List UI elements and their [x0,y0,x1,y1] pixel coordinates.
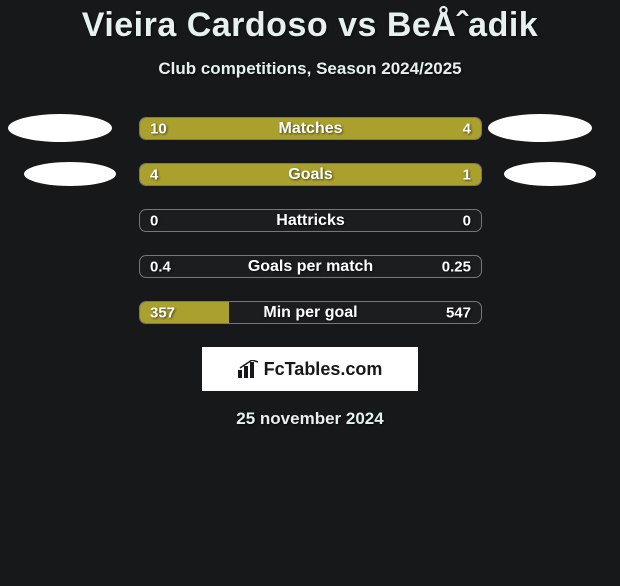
stat-label: Matches [278,120,342,138]
stat-bar: 357 Min per goal 547 [139,301,482,324]
stat-label: Min per goal [263,304,357,322]
player-marker-right [488,114,592,142]
stat-bar: 4 Goals 1 [139,163,482,186]
player-marker-left [24,162,116,186]
stat-label: Hattricks [276,212,344,230]
stat-bar: 10 Matches 4 [139,117,482,140]
stat-value-left: 4 [150,166,158,183]
stat-row: 10 Matches 4 [0,117,620,140]
stat-value-left: 10 [150,120,167,137]
stat-row: 0 Hattricks 0 [0,209,620,232]
player-marker-right [504,162,596,186]
stat-bar: 0 Hattricks 0 [139,209,482,232]
page-title: Vieira Cardoso vs BeÅˆadik [0,6,620,45]
stat-value-right: 1 [463,166,471,183]
bar-left [140,164,404,185]
date-label: 25 november 2024 [0,409,620,429]
stat-value-left: 357 [150,304,175,321]
stat-value-right: 547 [446,304,471,321]
stat-value-left: 0 [150,212,158,229]
chart-icon [238,360,260,378]
player-marker-left [8,114,112,142]
stat-label: Goals per match [248,258,373,276]
stat-value-left: 0.4 [150,258,171,275]
stat-row: 357 Min per goal 547 [0,301,620,324]
stat-value-right: 0.25 [442,258,471,275]
stat-row: 4 Goals 1 [0,163,620,186]
stat-row: 0.4 Goals per match 0.25 [0,255,620,278]
page-subtitle: Club competitions, Season 2024/2025 [0,59,620,79]
stat-bar: 0.4 Goals per match 0.25 [139,255,482,278]
logo-text: FcTables.com [264,359,383,380]
stat-label: Goals [288,166,332,184]
logo-box: FcTables.com [202,347,418,391]
stat-value-right: 0 [463,212,471,229]
logo: FcTables.com [238,359,383,380]
comparison-chart: 10 Matches 4 4 Goals 1 0 Hattricks 0 0 [0,117,620,324]
stat-value-right: 4 [463,120,471,137]
